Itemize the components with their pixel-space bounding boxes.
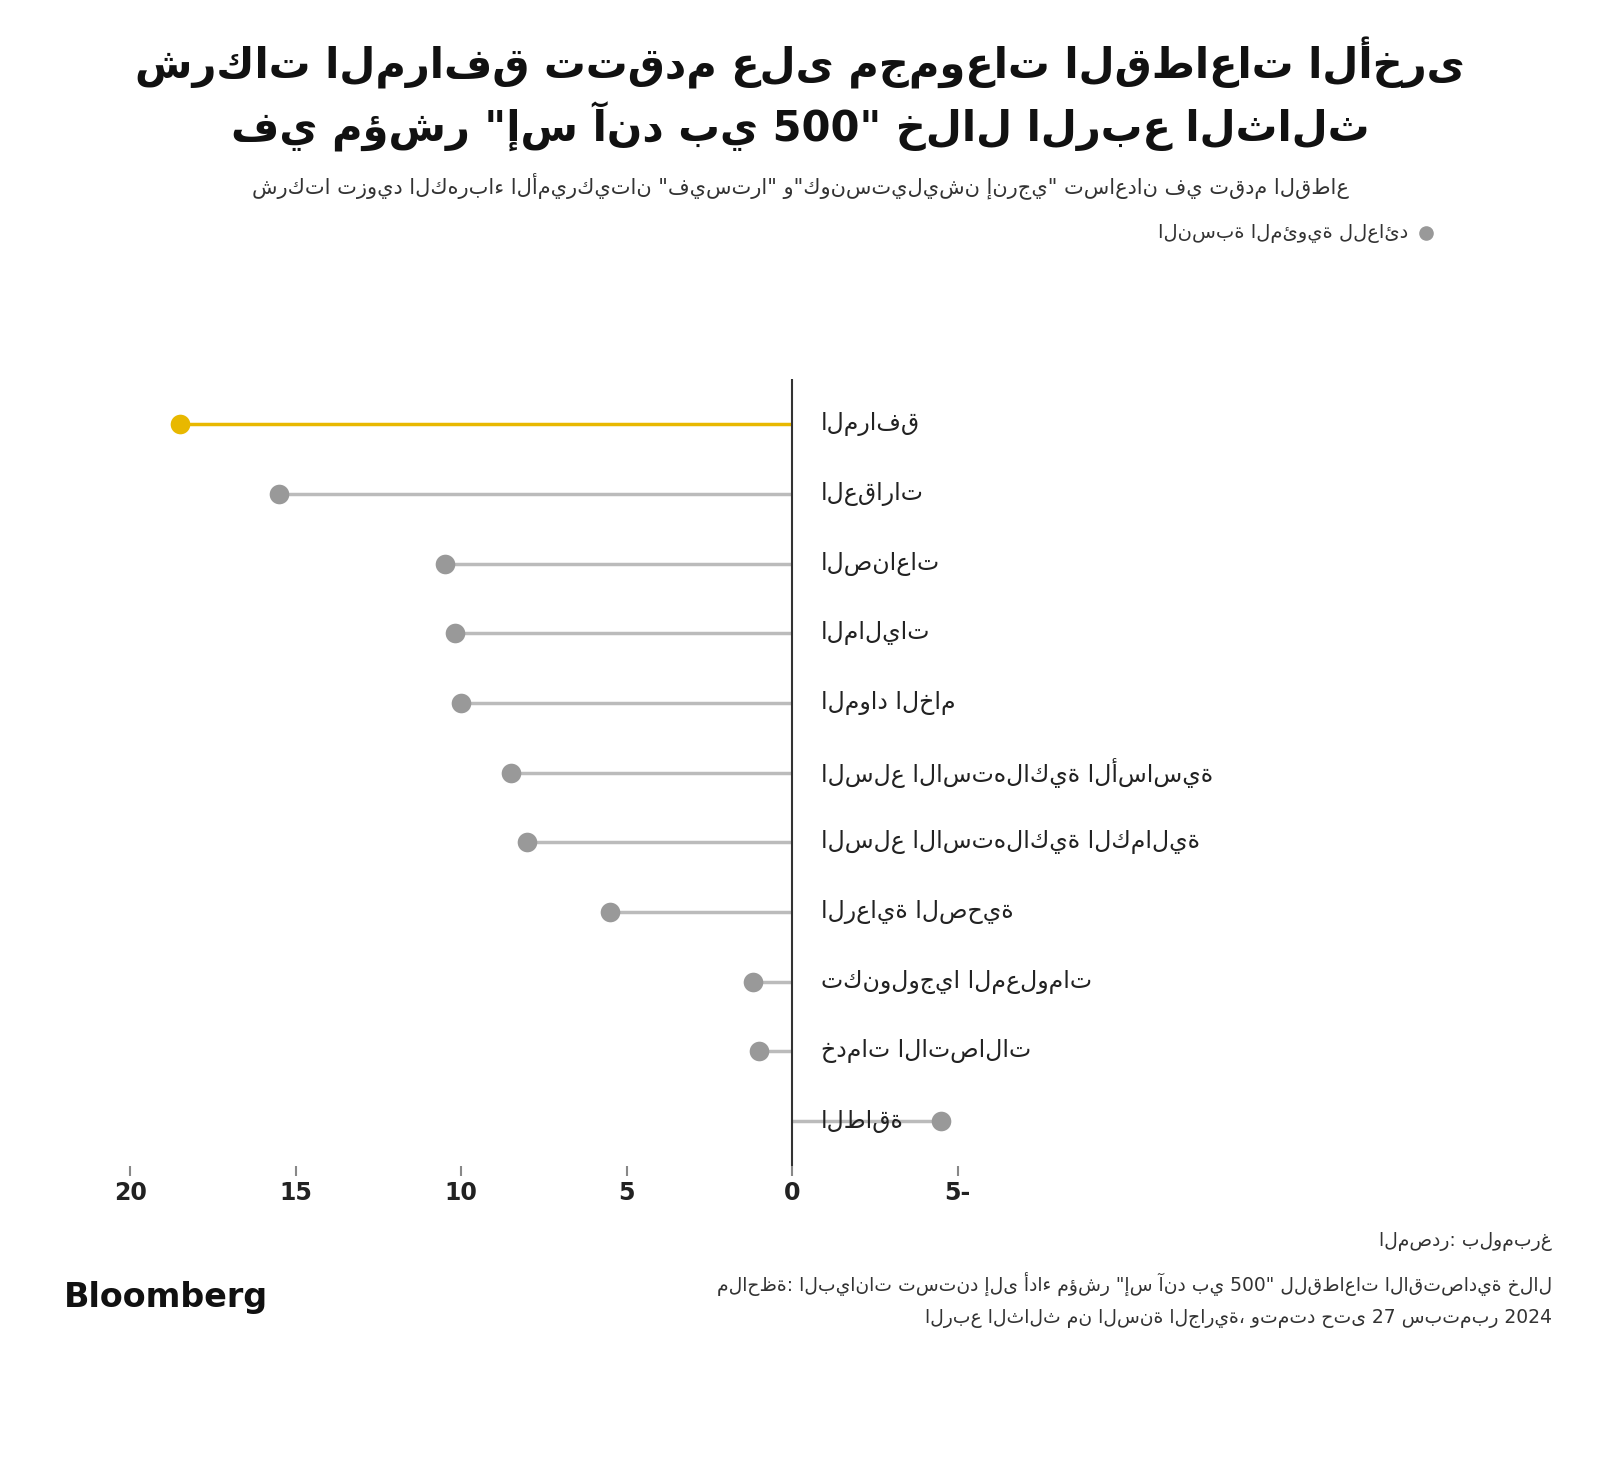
- Text: المواد الخام: المواد الخام: [821, 691, 955, 714]
- Point: [739, 970, 765, 993]
- Point: [442, 621, 467, 644]
- Text: الطاقة: الطاقة: [821, 1110, 904, 1133]
- Text: السلع الاستهلاكية الأساسية: السلع الاستهلاكية الأساسية: [821, 758, 1213, 787]
- Text: خدمات الاتصالات: خدمات الاتصالات: [821, 1040, 1032, 1063]
- Text: تكنولوجيا المعلومات: تكنولوجيا المعلومات: [821, 970, 1093, 994]
- Text: المرافق: المرافق: [821, 413, 920, 436]
- Text: الماليات: الماليات: [821, 621, 931, 646]
- Text: السلع الاستهلاكية الكمالية: السلع الاستهلاكية الكمالية: [821, 831, 1200, 854]
- Text: النسبة المئوية للعائد: النسبة المئوية للعائد: [1158, 223, 1408, 243]
- Point: [928, 1110, 954, 1133]
- Point: [266, 483, 291, 506]
- Point: [597, 901, 622, 924]
- Text: شركات المرافق تتقدم على مجموعات القطاعات الأخرى: شركات المرافق تتقدم على مجموعات القطاعات…: [134, 36, 1466, 89]
- Text: الرعاية الصحية: الرعاية الصحية: [821, 900, 1014, 924]
- Point: [448, 691, 474, 714]
- Point: [746, 1040, 771, 1063]
- Text: الربع الثالث من السنة الجارية، وتمتد حتى 27 سبتمبر 2024: الربع الثالث من السنة الجارية، وتمتد حتى…: [925, 1309, 1552, 1328]
- Text: في مؤشر "إس آند بي 500" خلال الربع الثالث: في مؤشر "إس آند بي 500" خلال الربع الثال…: [230, 102, 1370, 153]
- Text: ملاحظة: البيانات تستند إلى أداء مؤشر "إس آند بي 500" للقطاعات الاقتصادية خلال: ملاحظة: البيانات تستند إلى أداء مؤشر "إس…: [717, 1271, 1552, 1296]
- Text: المصدر: بلومبرغ: المصدر: بلومبرغ: [1379, 1232, 1552, 1251]
- Text: Bloomberg: Bloomberg: [64, 1282, 269, 1314]
- Point: [1413, 222, 1438, 245]
- Point: [498, 761, 523, 784]
- Text: العقارات: العقارات: [821, 483, 923, 506]
- Point: [515, 831, 541, 854]
- Point: [432, 553, 458, 576]
- Point: [166, 413, 192, 436]
- Text: شركتا تزويد الكهرباء الأميركيتان "فيسترا" و"كونستيليشن إنرجي" تساعدان في تقدم ال: شركتا تزويد الكهرباء الأميركيتان "فيسترا…: [251, 172, 1349, 198]
- Text: الصناعات: الصناعات: [821, 551, 941, 576]
